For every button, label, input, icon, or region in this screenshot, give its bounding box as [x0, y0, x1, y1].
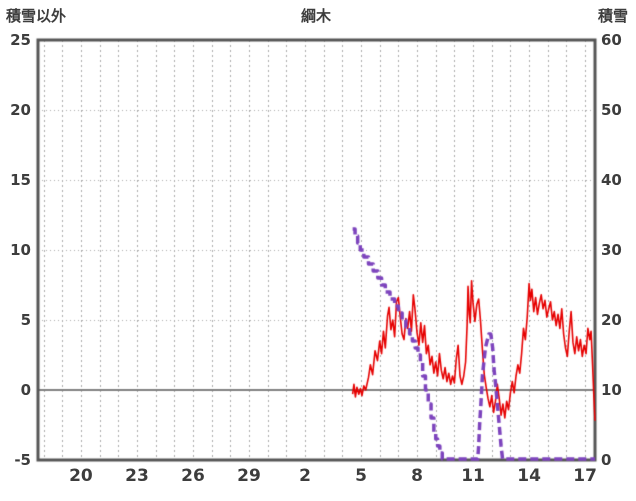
x-tick-label: 5 — [355, 466, 367, 486]
x-tick-label: 17 — [573, 466, 597, 486]
y-left-tick-label: 0 — [20, 381, 31, 399]
y-left-tick-label: 10 — [10, 241, 31, 259]
x-tick-label: 23 — [125, 466, 149, 486]
y-right-tick-label: 30 — [601, 241, 622, 259]
x-tick-label: 26 — [181, 466, 205, 486]
y-left-tick-label: -5 — [14, 451, 31, 469]
y-right-tick-label: 50 — [601, 101, 622, 119]
right-axis-title: 積雪 — [597, 7, 628, 25]
chart-title: 綱木 — [300, 7, 332, 25]
y-left-tick-label: 20 — [10, 101, 31, 119]
y-right-tick-label: 20 — [601, 311, 622, 329]
x-tick-label: 20 — [69, 466, 93, 486]
y-right-tick-label: 0 — [601, 451, 612, 469]
y-right-tick-label: 40 — [601, 171, 622, 189]
left-axis-title: 積雪以外 — [6, 7, 67, 25]
x-tick-label: 14 — [517, 466, 541, 486]
y-left-tick-label: 5 — [20, 311, 31, 329]
y-right-tick-label: 60 — [601, 31, 622, 49]
x-tick-label: 11 — [461, 466, 485, 486]
y-left-tick-label: 25 — [10, 31, 31, 49]
x-tick-label: 2 — [299, 466, 311, 486]
x-tick-label: 29 — [237, 466, 261, 486]
y-right-tick-label: 10 — [601, 381, 622, 399]
y-left-tick-label: 15 — [10, 171, 31, 189]
x-tick-label: 8 — [411, 466, 423, 486]
